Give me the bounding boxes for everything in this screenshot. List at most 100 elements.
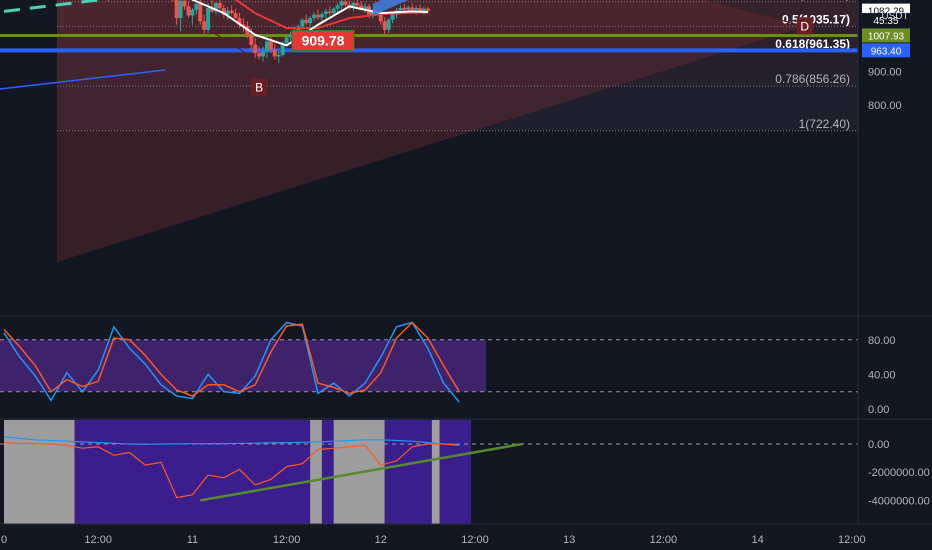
candle[interactable] (425, 8, 430, 11)
price-pane[interactable]: 0(1347.94)0.236(1200.31)0.382(1108.98)0.… (0, 0, 858, 262)
currency-label[interactable]: USDT (881, 11, 908, 22)
candle[interactable] (406, 7, 411, 10)
candle[interactable] (316, 14, 320, 18)
channel-line[interactable] (0, 69, 166, 90)
candle[interactable] (343, 1, 348, 5)
time-tick-label: 12:00 (273, 534, 301, 546)
pattern-shading (57, 0, 805, 262)
low-callout[interactable] (291, 29, 355, 51)
candle[interactable] (264, 41, 269, 52)
candle[interactable] (312, 14, 317, 19)
candle[interactable] (210, 8, 215, 12)
stoch-k-line[interactable] (3, 321, 460, 403)
divergence-trendline[interactable] (200, 442, 523, 502)
candle[interactable] (257, 53, 262, 57)
candle[interactable] (386, 19, 391, 30)
candle[interactable] (414, 8, 419, 10)
candle[interactable] (319, 14, 324, 18)
candle[interactable] (398, 8, 403, 11)
candle[interactable] (217, 3, 222, 9)
candle[interactable] (276, 54, 281, 57)
candle[interactable] (206, 8, 211, 30)
candle[interactable] (327, 11, 332, 14)
candle[interactable] (198, 4, 203, 22)
candle[interactable] (363, 6, 368, 9)
osc-background-segment (4, 420, 75, 524)
fib-level-label[interactable]: 0.618(961.35) (775, 37, 850, 51)
candle[interactable] (268, 41, 273, 50)
time-tick-label: 12 (375, 534, 387, 546)
candle[interactable] (213, 3, 218, 12)
candle[interactable] (194, 4, 199, 10)
candle[interactable] (174, 0, 179, 19)
price-label-box[interactable] (862, 43, 910, 58)
price-label-box[interactable] (862, 28, 910, 43)
candle[interactable] (272, 49, 277, 57)
candle[interactable] (335, 5, 340, 9)
candle[interactable] (237, 18, 242, 25)
fib-zone (57, 26, 858, 52)
stoch-band (0, 339, 486, 392)
candle[interactable] (339, 1, 344, 6)
time-tick-label: 14 (751, 534, 763, 546)
time-tick-label: 12:00 (838, 534, 866, 546)
candle[interactable] (378, 13, 383, 22)
candle[interactable] (304, 19, 309, 24)
candle[interactable] (225, 10, 230, 15)
low-callout-text: 909.78 (302, 32, 345, 48)
candle[interactable] (402, 8, 407, 10)
candle[interactable] (418, 8, 423, 12)
candle[interactable] (186, 6, 191, 16)
price-label-box[interactable] (862, 13, 910, 28)
candle[interactable] (284, 37, 289, 44)
time-tick-label: 12:00 (84, 534, 112, 546)
moving-average-fast[interactable] (4, 0, 428, 47)
candle[interactable] (382, 21, 387, 30)
moving-average-slow[interactable] (4, 0, 428, 30)
candle[interactable] (331, 8, 336, 14)
candle[interactable] (421, 8, 426, 12)
fib-level-label[interactable]: 0.5(1035.17) (782, 12, 850, 26)
stoch-tick-label: 40.00 (868, 369, 896, 381)
price-label: 45:35 (873, 16, 898, 27)
osc-tick-label: -2000000.00 (868, 467, 930, 479)
stochastic-pane[interactable] (0, 321, 858, 403)
candle[interactable] (351, 3, 356, 8)
candle[interactable] (359, 5, 364, 9)
price-label: 963.40 (871, 46, 902, 57)
projection-arrow[interactable] (372, 0, 462, 16)
candle[interactable] (300, 19, 305, 27)
fib-level-label[interactable]: 0.786(856.26) (775, 72, 850, 86)
candle[interactable] (178, 0, 183, 19)
candle[interactable] (308, 18, 313, 24)
candle[interactable] (233, 13, 238, 19)
oscillator-pane[interactable] (0, 420, 858, 524)
pattern-point-marker[interactable] (251, 78, 268, 96)
candle[interactable] (253, 44, 258, 54)
candle[interactable] (288, 34, 293, 38)
candle[interactable] (221, 8, 226, 15)
candle[interactable] (323, 11, 328, 15)
candle[interactable] (182, 0, 187, 7)
candle[interactable] (229, 10, 234, 14)
stoch-d-line[interactable] (3, 321, 460, 397)
time-tick-label: 13 (563, 534, 575, 546)
pattern-point-marker[interactable] (796, 17, 813, 35)
candle[interactable] (390, 14, 395, 20)
osc-background-segment (310, 420, 322, 524)
osc-tick-label: -4000000.00 (868, 495, 930, 507)
candle[interactable] (355, 3, 360, 6)
candle[interactable] (261, 51, 266, 57)
osc-signal-line[interactable] (3, 436, 460, 445)
candle[interactable] (190, 9, 195, 16)
osc-value-line[interactable] (3, 442, 460, 499)
pattern-leg (160, 0, 260, 62)
candle[interactable] (410, 7, 415, 10)
fib-level-label[interactable]: 0.382(1108.98) (769, 0, 850, 2)
candle[interactable] (202, 21, 207, 30)
fib-level-label[interactable]: 1(722.40) (799, 117, 850, 131)
candle[interactable] (249, 34, 254, 45)
candle[interactable] (280, 43, 285, 55)
